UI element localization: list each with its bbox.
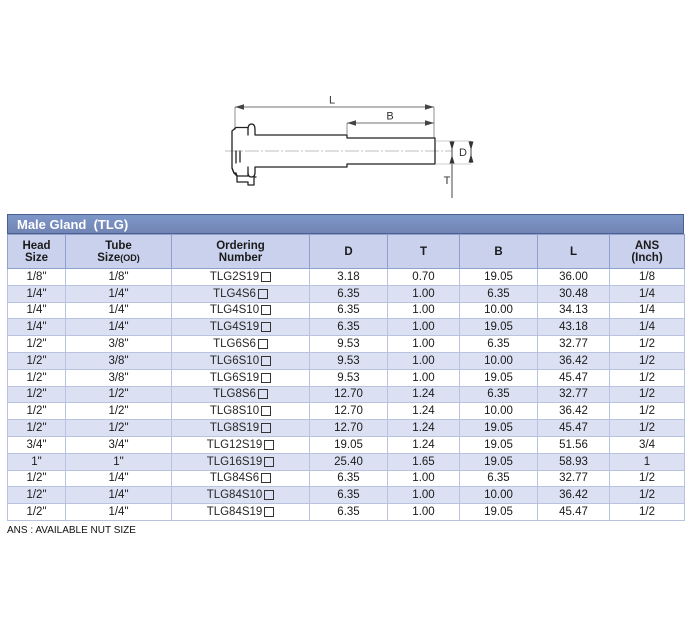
svg-text:T: T [444, 175, 451, 187]
svg-text:D: D [459, 147, 467, 159]
svg-text:L: L [329, 95, 335, 107]
svg-text:B: B [386, 111, 393, 123]
